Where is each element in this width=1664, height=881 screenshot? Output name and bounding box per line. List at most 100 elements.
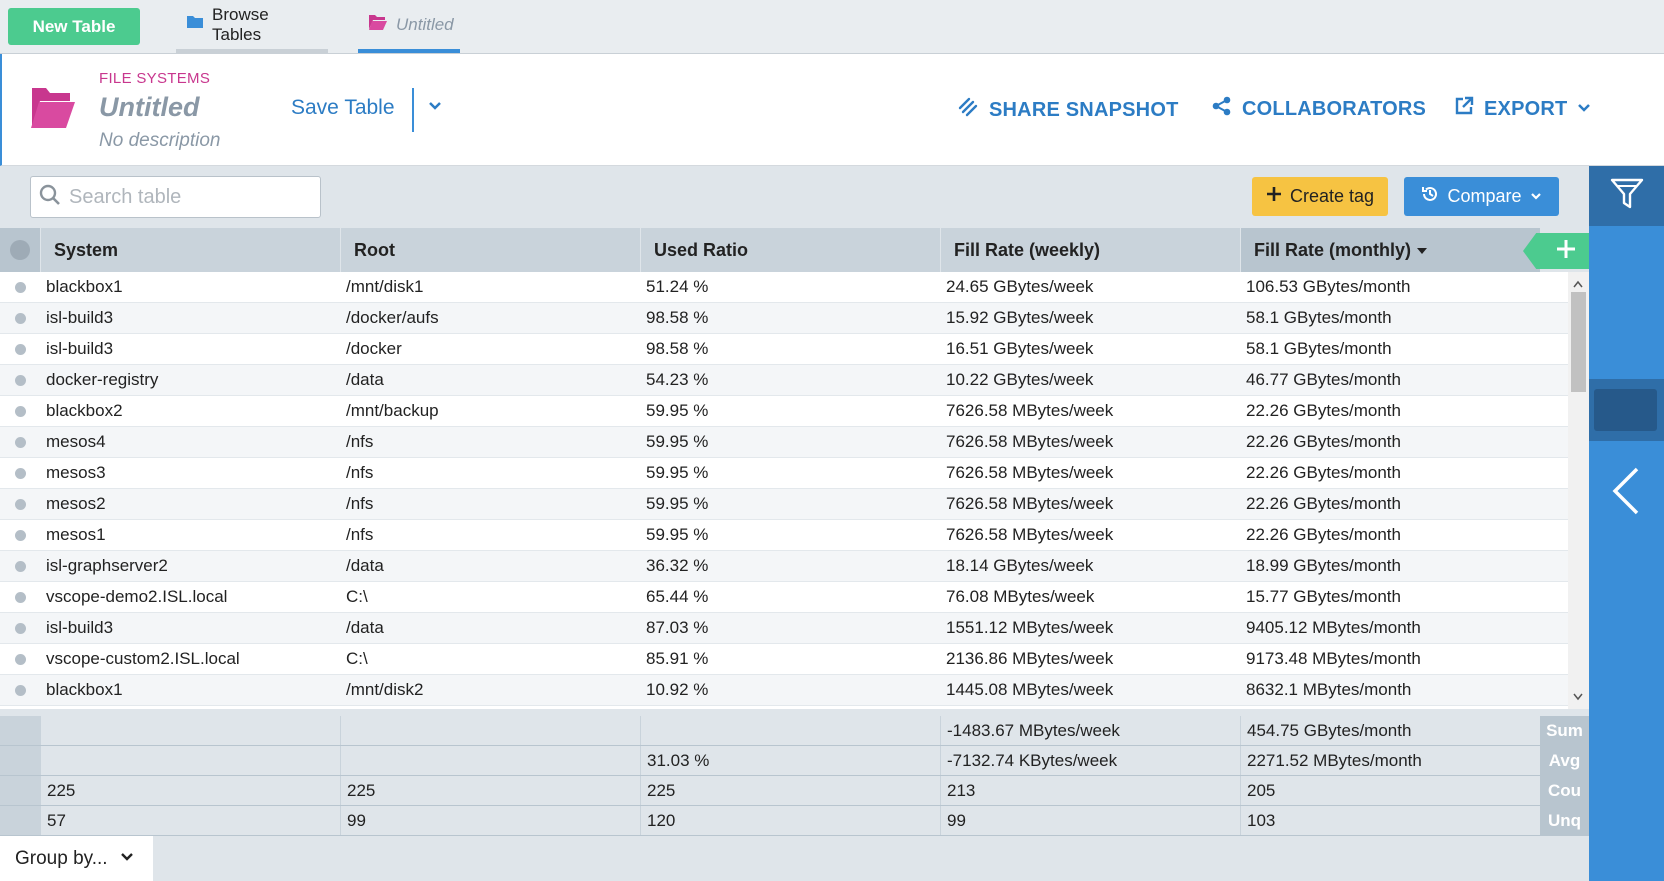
table-row[interactable]: mesos3/nfs 59.95 % 7626.58 MBytes/week 22.2…: [0, 458, 1589, 489]
row-select[interactable]: [0, 675, 40, 705]
table-cell: /nfs: [346, 494, 374, 513]
table-scrollbar[interactable]: [1568, 272, 1589, 709]
scroll-down-icon[interactable]: [1573, 688, 1583, 706]
table-cell: blackbox1: [46, 277, 123, 296]
link-icon: [957, 96, 979, 124]
export-button[interactable]: EXPORT: [1454, 96, 1591, 122]
summary-cell: 205: [1240, 776, 1540, 805]
summary-cell: 31.03 %: [640, 746, 940, 775]
table-row[interactable]: docker-registry/data 54.23 % 10.22 GBytes/…: [0, 365, 1589, 396]
table-cell: 59.95 %: [646, 432, 709, 451]
table-row[interactable]: mesos4/nfs 59.95 % 7626.58 MBytes/week 22.2…: [0, 427, 1589, 458]
column-header-fill-rate-weekly[interactable]: Fill Rate (weekly): [940, 228, 1240, 272]
table-cell: 59.95 %: [646, 463, 709, 482]
table-cell: 8632.1 MBytes/month: [1246, 680, 1412, 699]
row-select[interactable]: [0, 396, 40, 426]
summary-cell: 2271.52 MBytes/month: [1240, 746, 1540, 775]
table-cell: 87.03 %: [646, 618, 709, 637]
table-cell: 22.26 GBytes/month: [1246, 463, 1401, 482]
table-cell: /nfs: [346, 463, 374, 482]
tab-untitled[interactable]: Untitled: [358, 0, 460, 53]
table-cell: 24.65 GBytes/week: [946, 277, 1094, 296]
column-header-fill-rate-monthly[interactable]: Fill Rate (monthly): [1240, 228, 1540, 272]
summary-cell: 225: [40, 776, 340, 805]
chevron-left-icon[interactable]: [1611, 466, 1641, 521]
table-cell: 98.58 %: [646, 308, 709, 327]
add-column-button[interactable]: [1523, 233, 1589, 269]
row-select[interactable]: [0, 489, 40, 519]
table-title[interactable]: Untitled: [99, 92, 200, 122]
row-select[interactable]: [0, 644, 40, 674]
column-header-used-ratio[interactable]: Used Ratio: [640, 228, 940, 272]
row-select[interactable]: [0, 334, 40, 364]
table-cell: 7626.58 MBytes/week: [946, 432, 1114, 451]
table-cell: C:\: [346, 587, 368, 606]
table-row[interactable]: isl-build3/docker/aufs 98.58 % 15.92 GByte…: [0, 303, 1589, 334]
row-select[interactable]: [0, 458, 40, 488]
external-link-icon: [1454, 96, 1474, 122]
summary-label[interactable]: Avg: [1540, 746, 1589, 775]
table-cell: 58.1 GBytes/month: [1246, 308, 1392, 327]
table-row[interactable]: isl-graphserver2/data 36.32 % 18.14 GBytes…: [0, 551, 1589, 582]
tab-label: Browse Tables: [212, 4, 269, 44]
search-box[interactable]: [30, 176, 321, 218]
table-cell: mesos4: [46, 432, 106, 451]
table-cell: 22.26 GBytes/month: [1246, 525, 1401, 544]
scrollbar-thumb[interactable]: [1571, 292, 1586, 392]
row-select[interactable]: [0, 427, 40, 457]
summary-label[interactable]: Unq: [1540, 806, 1589, 835]
table-cell: 65.44 %: [646, 587, 709, 606]
search-input[interactable]: [69, 185, 309, 209]
table-cell: 7626.58 MBytes/week: [946, 401, 1114, 420]
share-nodes-icon: [1212, 96, 1232, 122]
compare-button[interactable]: Compare: [1404, 177, 1559, 216]
create-tag-button[interactable]: Create tag: [1252, 177, 1388, 216]
tab-browse-tables[interactable]: Browse Tables: [176, 0, 328, 53]
column-header-root[interactable]: Root: [340, 228, 640, 272]
row-select[interactable]: [0, 582, 40, 612]
summary-label[interactable]: Cou: [1540, 776, 1589, 805]
summary-label[interactable]: Sum: [1540, 716, 1589, 745]
table-cell: 36.32 %: [646, 556, 709, 575]
row-select[interactable]: [0, 272, 40, 302]
table-row[interactable]: vscope-custom2.ISL.local C:\ 85.91 % 2136.8…: [0, 644, 1589, 675]
new-table-button[interactable]: New Table: [8, 8, 140, 45]
summary-row: 225 225 225 213 205 Cou: [0, 776, 1589, 806]
table-cell: 59.95 %: [646, 494, 709, 513]
select-all-toggle[interactable]: [0, 228, 40, 272]
column-header-system[interactable]: System: [40, 228, 340, 272]
group-by-dropdown[interactable]: Group by...: [0, 836, 153, 881]
row-select[interactable]: [0, 520, 40, 550]
table-row[interactable]: mesos1/nfs 59.95 % 7626.58 MBytes/week 22.2…: [0, 520, 1589, 551]
table-category: FILE SYSTEMS: [99, 70, 211, 87]
table-row[interactable]: blackbox1/mnt/disk1 51.24 % 24.65 GBytes/w…: [0, 272, 1589, 303]
summary-cell: [340, 746, 640, 775]
table-cell: 22.26 GBytes/month: [1246, 401, 1401, 420]
row-select[interactable]: [0, 613, 40, 643]
scroll-up-icon[interactable]: [1573, 275, 1583, 293]
table-row[interactable]: blackbox2/mnt/backup 59.95 % 7626.58 MByte…: [0, 396, 1589, 427]
table-row[interactable]: vscope-demo2.ISL.local C:\ 65.44 % 76.08 MB…: [0, 582, 1589, 613]
table-row[interactable]: blackbox1/mnt/disk2 10.92 % 1445.08 MBytes…: [0, 675, 1589, 706]
chevron-down-icon[interactable]: [427, 98, 443, 119]
table-row[interactable]: isl-build3/docker 98.58 % 16.51 GBytes/wee…: [0, 334, 1589, 365]
table-cell: 22.26 GBytes/month: [1246, 432, 1401, 451]
table-cell: /data: [346, 618, 384, 637]
filter-button[interactable]: [1589, 166, 1664, 226]
row-select[interactable]: [0, 303, 40, 333]
row-select[interactable]: [0, 551, 40, 581]
table-description[interactable]: No description: [99, 130, 221, 151]
summary-cell: -1483.67 MBytes/week: [940, 716, 1240, 745]
table-cell: 106.53 GBytes/month: [1246, 277, 1411, 296]
table-row[interactable]: isl-build3/data 87.03 % 1551.12 MBytes/wee…: [0, 613, 1589, 644]
sidebar-panel[interactable]: [1589, 379, 1664, 441]
table-cell: 18.14 GBytes/week: [946, 556, 1094, 575]
collaborators-button[interactable]: COLLABORATORS: [1212, 96, 1426, 122]
share-snapshot-button[interactable]: SHARE SNAPSHOT: [957, 96, 1179, 124]
table-cell: 7626.58 MBytes/week: [946, 494, 1114, 513]
save-table-button[interactable]: Save Table: [291, 96, 395, 119]
table-cell: /nfs: [346, 525, 374, 544]
table-cell: 9405.12 MBytes/month: [1246, 618, 1421, 637]
table-row[interactable]: mesos2/nfs 59.95 % 7626.58 MBytes/week 22.2…: [0, 489, 1589, 520]
row-select[interactable]: [0, 365, 40, 395]
